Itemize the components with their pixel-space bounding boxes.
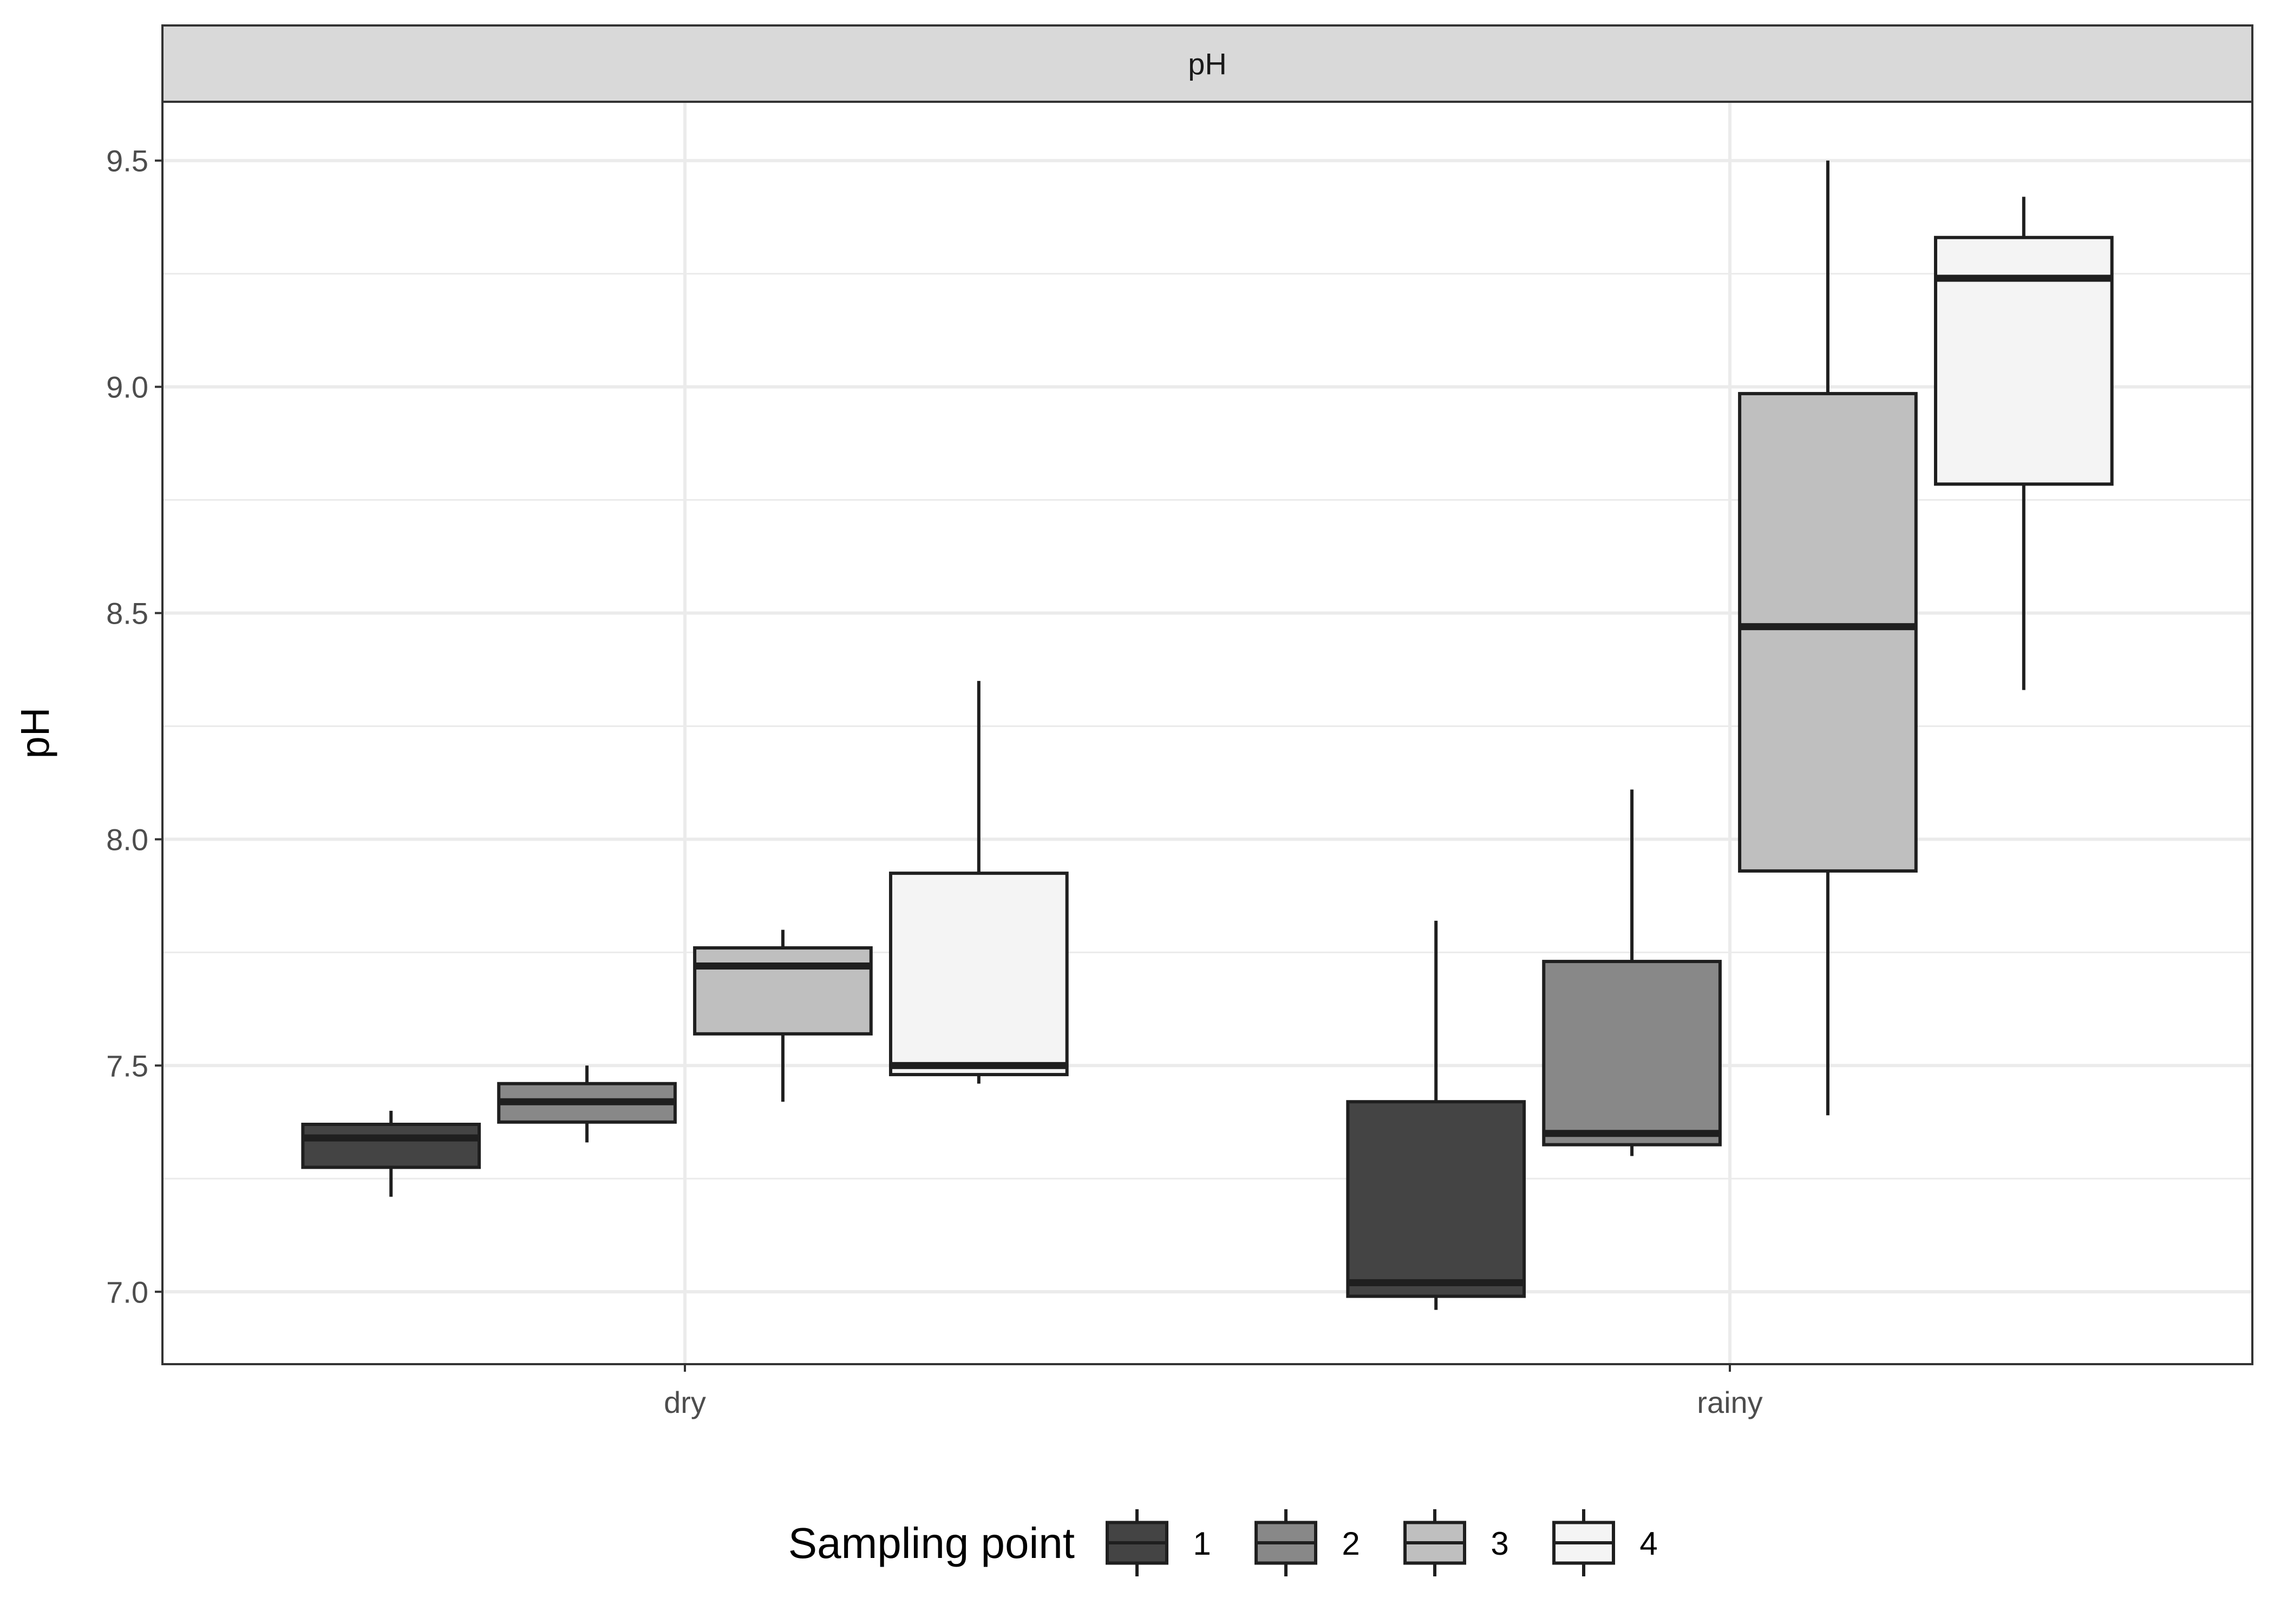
legend-item-1: 1 [1106,1509,1211,1576]
legend-item-2: 2 [1254,1509,1360,1576]
legend-item-4: 4 [1552,1509,1658,1576]
legend-label: 1 [1193,1525,1211,1562]
x-axis: dry rainy [664,1364,1763,1419]
facet-strip-background [161,24,2253,103]
y-tick-label: 7.5 [106,1049,148,1083]
box-iqr [1933,235,2114,486]
legend-label: 3 [1491,1525,1508,1562]
grid-lines [162,102,2252,1364]
legend-item-3: 3 [1403,1509,1509,1576]
box-series-4-rainy [1933,197,2114,690]
y-tick-label: 7.0 [106,1275,148,1309]
box-iqr [301,1123,481,1169]
box-series-2-rainy [1542,789,1722,1156]
y-tick-label: 8.5 [106,597,148,631]
box-iqr [693,946,873,1036]
legend-label: 2 [1342,1525,1360,1562]
y-axis-title: pH [12,708,57,759]
y-tick-label: 9.0 [106,370,148,404]
y-tick-label: 9.5 [106,144,148,178]
legend: Sampling point 1 2 3 4 [788,1509,1658,1576]
box-iqr [1346,1100,1526,1298]
box-iqr [1542,960,1722,1147]
box-series-4-dry [888,680,1069,1084]
box-series-1-dry [301,1110,481,1197]
box-iqr [1738,392,1918,873]
box-series-2-dry [497,1065,677,1143]
facet-strip-label: pH [1188,47,1227,81]
legend-title: Sampling point [788,1519,1075,1567]
facet-strip: pH [161,24,2253,103]
y-axis: 7.0 7.5 8.0 8.5 9.0 9.5 [106,144,162,1309]
box-series-3-dry [693,929,873,1102]
box-iqr [888,872,1069,1077]
x-tick-label: rainy [1697,1385,1762,1419]
x-tick-label: dry [664,1385,706,1419]
box-layer [301,160,2114,1310]
box-series-3-rainy [1738,160,1918,1116]
legend-label: 4 [1639,1525,1657,1562]
box-series-1-rainy [1346,920,1526,1310]
y-tick-label: 8.0 [106,822,148,856]
